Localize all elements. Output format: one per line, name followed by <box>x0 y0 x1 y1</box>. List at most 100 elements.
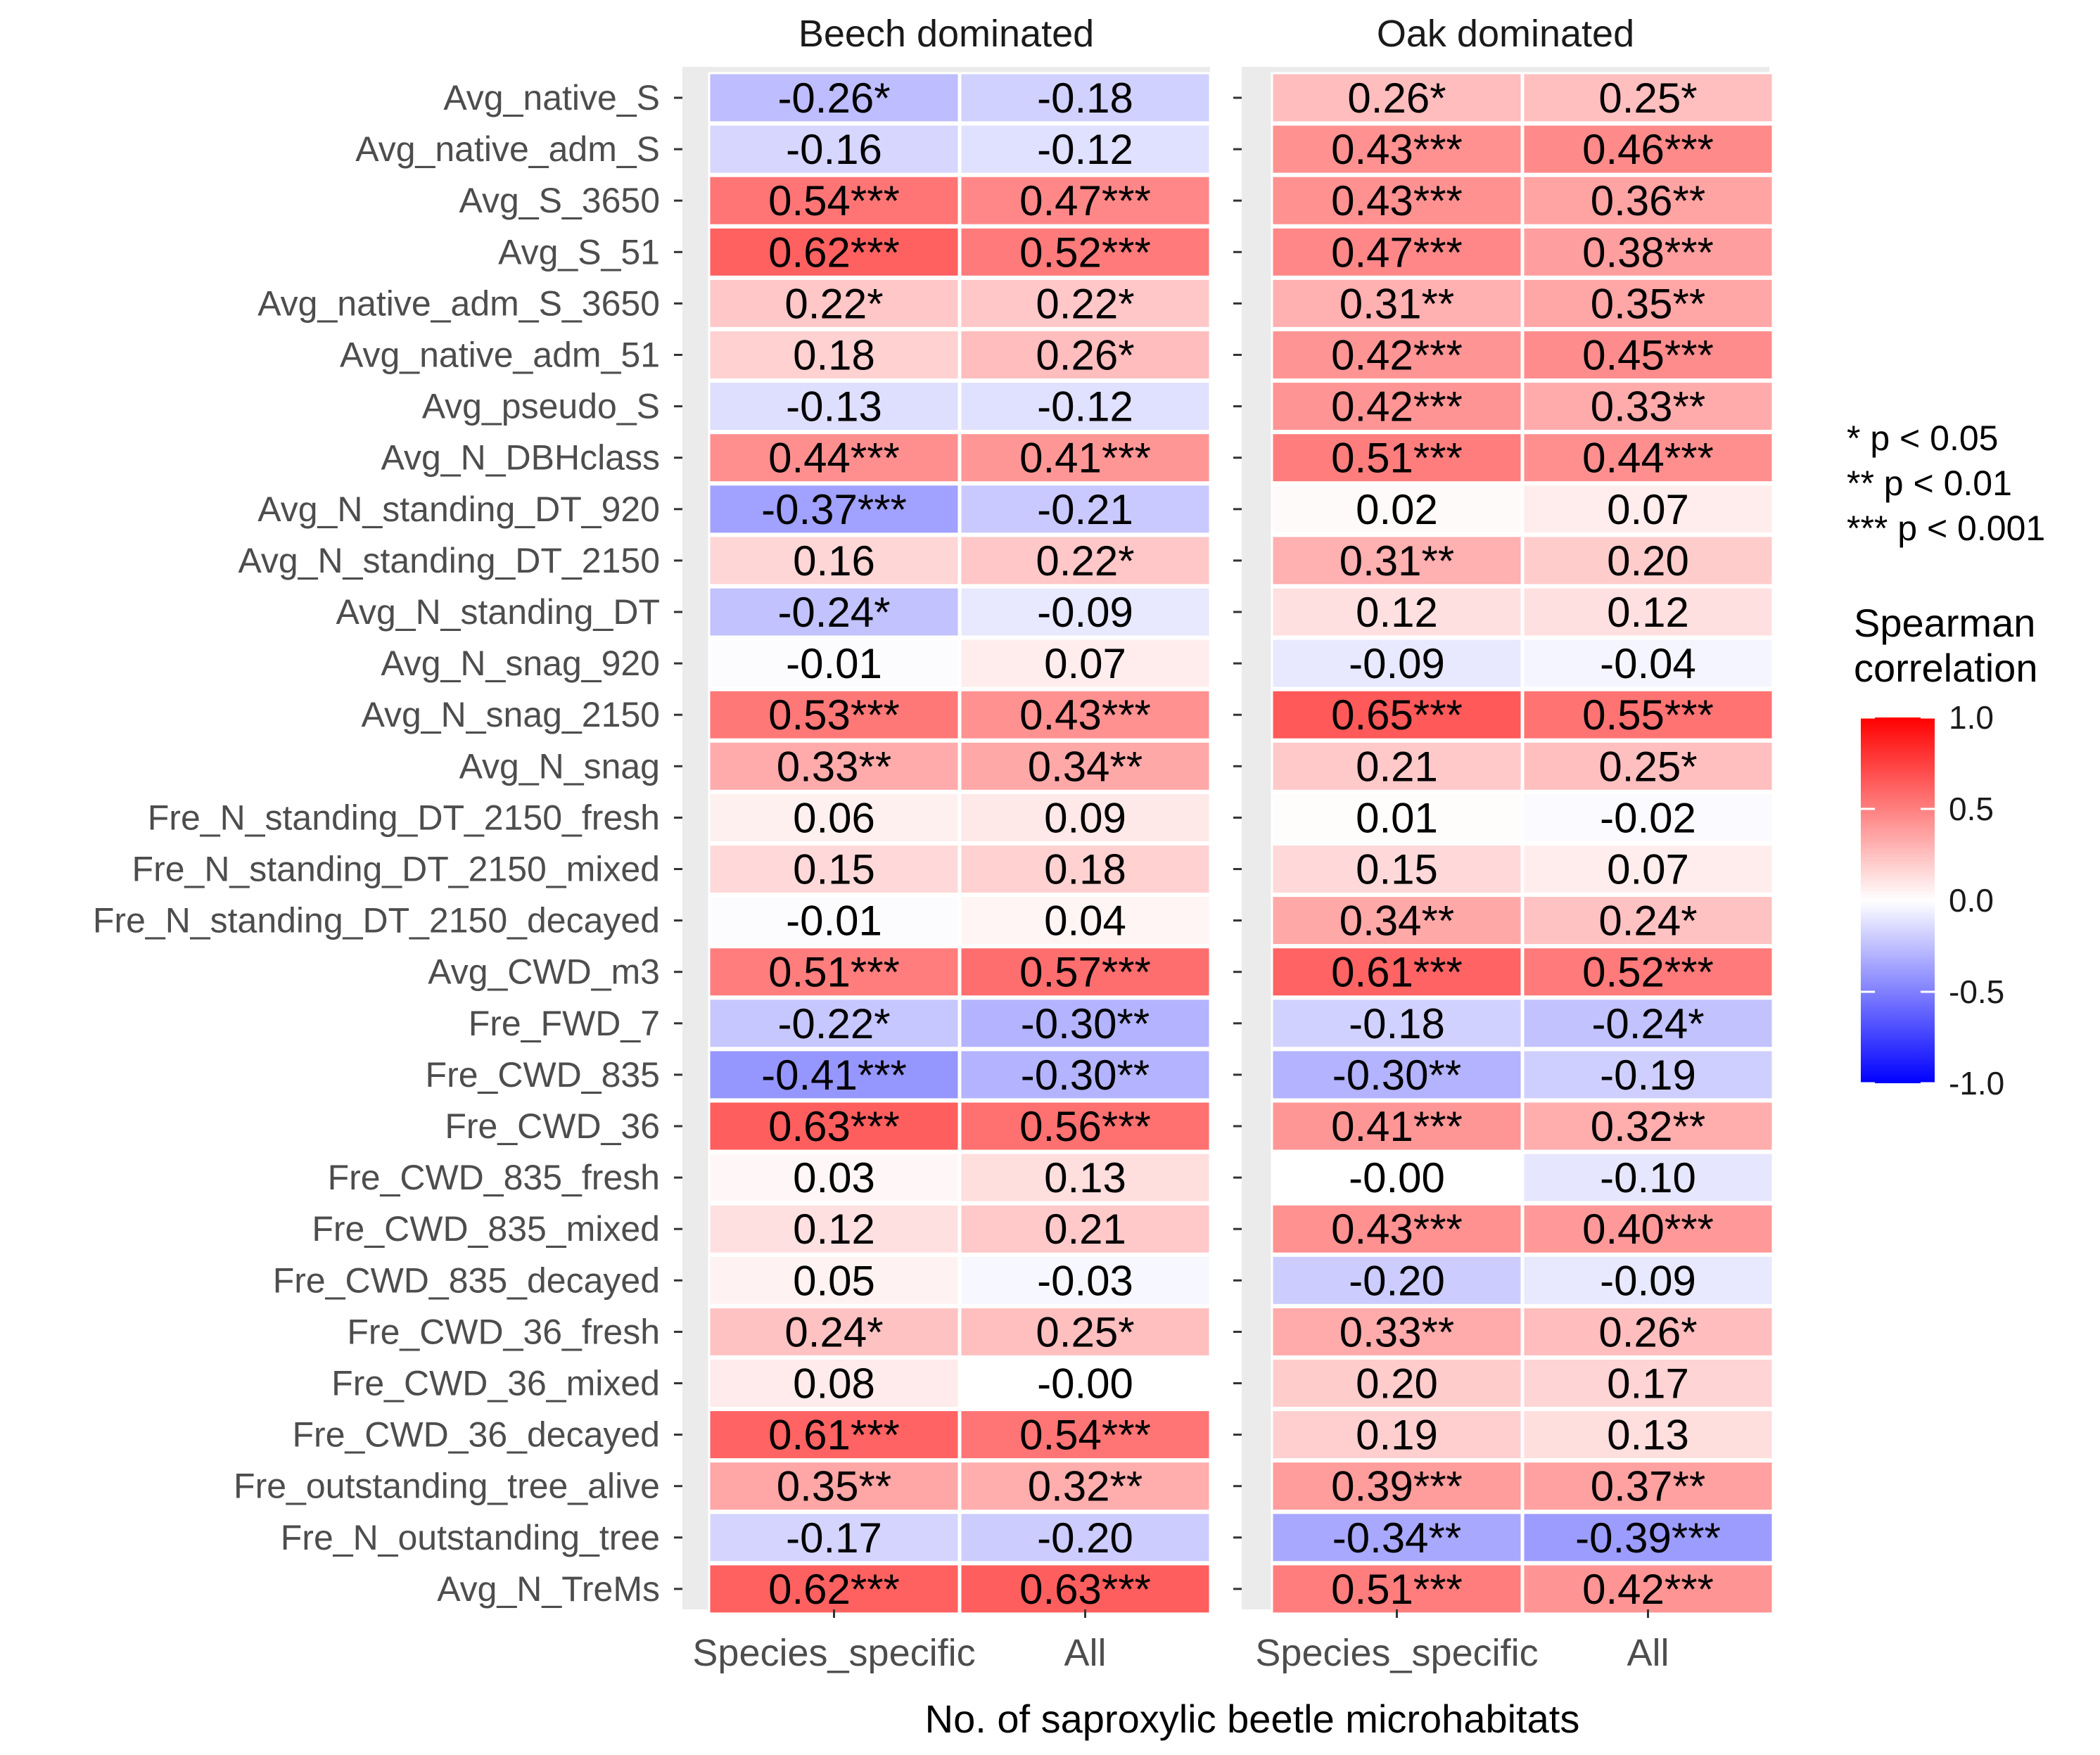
heatmap-cell-oak-dominated-species-specific-avg-n-standing-dt-920 <box>1271 483 1523 535</box>
cell-label-oak-dominated-all-avg-pseudo-s: 0.33** <box>1591 383 1705 430</box>
y-tick-label-avg-n-dbhclass: Avg_N_DBHclass <box>381 438 660 478</box>
legend-tick-label-1: 0.5 <box>1949 791 1994 827</box>
cell-label-beech-dominated-all-avg-native-adm-51: 0.26* <box>1036 332 1134 379</box>
y-tick-label-fre-cwd-36-decayed: Fre_CWD_36_decayed <box>293 1415 661 1455</box>
cell-label-oak-dominated-species-specific-avg-pseudo-s: 0.42*** <box>1331 383 1463 430</box>
cell-label-oak-dominated-species-specific-avg-s-3650: 0.43*** <box>1331 177 1463 224</box>
cell-label-oak-dominated-species-specific-avg-n-trems: 0.51*** <box>1331 1566 1463 1613</box>
x-tick-label-oak-dominated-species-specific: Species_specific <box>1255 1632 1538 1674</box>
cell-label-oak-dominated-species-specific-fre-fwd-7: -0.18 <box>1349 1000 1445 1047</box>
heatmap-cell-beech-dominated-all-fre-cwd-835-mixed <box>959 1203 1211 1255</box>
y-tick-label-avg-n-trems: Avg_N_TreMs <box>437 1569 660 1609</box>
cell-label-beech-dominated-all-avg-n-standing-dt-2150: 0.22* <box>1036 537 1134 585</box>
heatmap-cell-beech-dominated-all-fre-n-standing-dt-2150-mixed <box>959 843 1211 895</box>
cell-label-beech-dominated-all-avg-native-s: -0.18 <box>1037 75 1133 122</box>
heatmap-cell-oak-dominated-all-avg-native-adm-s-3650 <box>1522 277 1774 329</box>
heatmap-cell-oak-dominated-all-fre-n-standing-dt-2150-mixed <box>1522 843 1774 895</box>
legend-tick-label-2: 0.0 <box>1949 882 1994 919</box>
cell-label-beech-dominated-all-fre-n-outstanding-tree: -0.20 <box>1037 1514 1133 1562</box>
heatmap-cell-beech-dominated-species-specific-avg-s-3650 <box>708 174 960 226</box>
heatmap-cell-oak-dominated-species-specific-fre-cwd-835-mixed <box>1271 1203 1523 1255</box>
cell-label-beech-dominated-species-specific-fre-n-standing-dt-2150-decayed: -0.01 <box>786 898 882 945</box>
y-tick-label-avg-s-3650: Avg_S_3650 <box>459 181 660 220</box>
heatmap-cell-beech-dominated-all-avg-native-adm-s <box>959 123 1211 175</box>
x-axis-title: No. of saproxylic beetle microhabitats <box>925 1697 1580 1741</box>
heatmap-cell-beech-dominated-species-specific-avg-n-snag-920 <box>708 637 960 689</box>
cell-label-oak-dominated-species-specific-fre-cwd-36-mixed: 0.20 <box>1356 1360 1438 1408</box>
cell-label-beech-dominated-all-fre-cwd-36-fresh: 0.25* <box>1036 1308 1134 1355</box>
heatmap-cell-oak-dominated-species-specific-avg-n-standing-dt-2150 <box>1271 535 1523 587</box>
y-tick-label-avg-pseudo-s: Avg_pseudo_S <box>422 387 660 426</box>
y-tick-label-fre-fwd-7: Fre_FWD_7 <box>469 1004 660 1043</box>
heatmap-cell-oak-dominated-species-specific-fre-cwd-36 <box>1271 1100 1523 1152</box>
cell-label-beech-dominated-species-specific-avg-cwd-m3: 0.51*** <box>768 949 900 996</box>
y-tick-label-fre-n-standing-dt-2150-decayed: Fre_N_standing_DT_2150_decayed <box>93 901 660 940</box>
heatmap-cell-oak-dominated-all-avg-n-standing-dt-2150 <box>1522 535 1774 587</box>
heatmap-cell-beech-dominated-all-avg-s-51 <box>959 226 1211 278</box>
heatmap-cell-oak-dominated-all-fre-outstanding-tree-alive <box>1522 1460 1774 1512</box>
heatmap-cell-beech-dominated-all-avg-pseudo-s <box>959 381 1211 433</box>
cell-label-oak-dominated-species-specific-avg-n-snag: 0.21 <box>1356 743 1438 790</box>
heatmap-cell-beech-dominated-all-avg-native-s <box>959 72 1211 124</box>
y-tick-label-avg-cwd-m3: Avg_CWD_m3 <box>428 952 660 992</box>
cell-label-oak-dominated-all-avg-n-snag: 0.25* <box>1598 743 1697 790</box>
heatmap-cell-beech-dominated-all-avg-s-3650 <box>959 174 1211 226</box>
heatmap-cell-oak-dominated-all-fre-cwd-835 <box>1522 1049 1774 1101</box>
y-tick-label-fre-n-standing-dt-2150-mixed: Fre_N_standing_DT_2150_mixed <box>132 850 660 889</box>
cell-label-beech-dominated-all-fre-cwd-835-decayed: -0.03 <box>1037 1257 1133 1304</box>
heatmap-cell-beech-dominated-all-fre-cwd-36-decayed <box>959 1409 1211 1461</box>
cell-label-beech-dominated-species-specific-fre-fwd-7: -0.22* <box>777 1000 890 1047</box>
y-tick-label-avg-native-adm-s: Avg_native_adm_S <box>355 129 660 169</box>
heatmap-cell-beech-dominated-all-avg-n-standing-dt-920 <box>959 483 1211 535</box>
cell-label-oak-dominated-species-specific-fre-cwd-835: -0.30** <box>1332 1052 1461 1099</box>
cell-label-oak-dominated-all-avg-native-adm-s-3650: 0.35** <box>1591 280 1705 327</box>
heatmap-cell-oak-dominated-all-fre-fwd-7 <box>1522 997 1774 1049</box>
cell-label-beech-dominated-all-avg-n-dbhclass: 0.41*** <box>1019 435 1151 482</box>
cell-label-oak-dominated-species-specific-fre-cwd-36: 0.41*** <box>1331 1103 1463 1150</box>
heatmap-cell-oak-dominated-species-specific-fre-cwd-835-fresh <box>1271 1151 1523 1204</box>
heatmap-cell-beech-dominated-all-fre-cwd-835-fresh <box>959 1151 1211 1204</box>
y-tick-label-avg-native-s: Avg_native_S <box>443 78 660 117</box>
cell-label-oak-dominated-all-fre-cwd-36-mixed: 0.17 <box>1607 1360 1689 1408</box>
heatmap-cell-beech-dominated-species-specific-avg-native-adm-51 <box>708 329 960 381</box>
heatmap-cell-beech-dominated-all-fre-outstanding-tree-alive <box>959 1460 1211 1512</box>
cell-label-beech-dominated-all-avg-native-adm-s-3650: 0.22* <box>1036 280 1134 327</box>
cell-label-beech-dominated-species-specific-avg-n-standing-dt-2150: 0.16 <box>793 537 875 585</box>
y-tick-label-fre-outstanding-tree-alive: Fre_outstanding_tree_alive <box>234 1467 660 1506</box>
heatmap-cell-oak-dominated-species-specific-avg-native-adm-s-3650 <box>1271 277 1523 329</box>
cell-label-beech-dominated-species-specific-avg-n-dbhclass: 0.44*** <box>768 435 900 482</box>
heatmap-cell-oak-dominated-all-avg-s-51 <box>1522 226 1774 278</box>
cell-label-oak-dominated-all-avg-cwd-m3: 0.52*** <box>1582 949 1714 996</box>
cell-label-beech-dominated-species-specific-fre-cwd-835-mixed: 0.12 <box>793 1206 875 1253</box>
heatmap-cell-beech-dominated-all-avg-n-snag <box>959 740 1211 792</box>
heatmap-cell-beech-dominated-species-specific-avg-n-snag-2150 <box>708 689 960 741</box>
cell-label-oak-dominated-all-fre-cwd-835-fresh: -0.10 <box>1600 1154 1696 1201</box>
heatmap-cell-beech-dominated-all-fre-cwd-36-fresh <box>959 1306 1211 1358</box>
cell-label-oak-dominated-all-fre-n-outstanding-tree: -0.39*** <box>1575 1514 1721 1562</box>
heatmap-cell-oak-dominated-all-avg-native-adm-s <box>1522 123 1774 175</box>
y-tick-label-fre-n-standing-dt-2150-fresh: Fre_N_standing_DT_2150_fresh <box>148 798 660 837</box>
heatmap-cell-beech-dominated-all-fre-cwd-36 <box>959 1100 1211 1152</box>
legend-tick-label-3: -0.5 <box>1949 974 2004 1010</box>
cell-label-oak-dominated-species-specific-avg-native-s: 0.26* <box>1347 75 1446 122</box>
heatmap-cell-beech-dominated-all-fre-n-standing-dt-2150-decayed <box>959 895 1211 947</box>
legend-significance-1: * p < 0.05 <box>1847 419 1998 458</box>
cell-label-oak-dominated-species-specific-fre-n-standing-dt-2150-decayed: 0.34** <box>1339 898 1454 945</box>
heatmap-cell-oak-dominated-all-avg-pseudo-s <box>1522 381 1774 433</box>
heatmap-cell-beech-dominated-species-specific-fre-cwd-36-mixed <box>708 1358 960 1409</box>
heatmap-cell-oak-dominated-all-avg-n-snag-920 <box>1522 637 1774 689</box>
heatmap-cell-oak-dominated-species-specific-avg-cwd-m3 <box>1271 946 1523 998</box>
y-tick-label-fre-cwd-36: Fre_CWD_36 <box>445 1106 660 1146</box>
heatmap-cell-oak-dominated-species-specific-avg-native-s <box>1271 72 1523 124</box>
cell-label-oak-dominated-all-fre-cwd-36-fresh: 0.26* <box>1598 1308 1697 1355</box>
heatmap-cell-beech-dominated-species-specific-avg-n-dbhclass <box>708 432 960 484</box>
heatmap-cell-beech-dominated-species-specific-avg-s-51 <box>708 226 960 278</box>
cell-label-oak-dominated-all-fre-cwd-835-mixed: 0.40*** <box>1582 1206 1714 1253</box>
y-tick-label-avg-n-snag-2150: Avg_N_snag_2150 <box>362 695 660 734</box>
cell-label-beech-dominated-all-fre-cwd-36: 0.56*** <box>1019 1103 1151 1150</box>
cell-label-oak-dominated-all-avg-n-standing-dt-920: 0.07 <box>1607 486 1689 533</box>
cell-label-oak-dominated-species-specific-avg-n-dbhclass: 0.51*** <box>1331 435 1463 482</box>
cell-label-beech-dominated-species-specific-fre-cwd-835-decayed: 0.05 <box>793 1257 875 1304</box>
cell-label-beech-dominated-all-avg-s-3650: 0.47*** <box>1019 177 1151 224</box>
